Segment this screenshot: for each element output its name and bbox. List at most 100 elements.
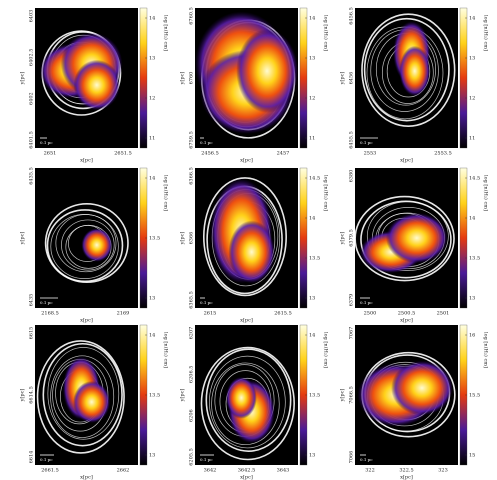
colorbar-tick-label: 13 xyxy=(469,56,475,62)
colorbar-tick-label: 11 xyxy=(469,136,475,142)
colorbar-label: log [n(H₂) cm] xyxy=(163,175,170,211)
panel: 0.1 pc 14.5 14 13.5 13 log [n(H₂) cm] 6366.5 63… xyxy=(180,167,330,323)
contour xyxy=(42,342,123,447)
y-axis-label: y[pc] xyxy=(20,232,26,246)
colorbar-tick-label: 14.5 xyxy=(309,176,320,182)
colorbar-label: log [n(H₂) cm] xyxy=(163,332,170,368)
x-axis-label: x[pc] xyxy=(400,158,413,164)
panel: 0.1 pc 14 13.5 13 log [n(H₂) cm] 6207 6206.5 62… xyxy=(180,324,330,480)
x-axis-label: x[pc] xyxy=(80,475,93,480)
y-tick-label: 6614 xyxy=(29,451,35,464)
hot-region xyxy=(73,59,120,111)
hot-region xyxy=(391,360,453,416)
contour xyxy=(354,195,455,282)
y-axis-label: y[pc] xyxy=(20,389,26,403)
y-tick-label: 6456 xyxy=(349,72,355,85)
colorbar-label: log [n(H₂) cm] xyxy=(483,175,490,211)
x-tick-label: 323 xyxy=(438,468,448,474)
contour xyxy=(208,355,286,449)
contour xyxy=(46,209,124,283)
y-tick-label: 6455.5 xyxy=(349,131,355,149)
colorbar-label: log [n(H₂) cm] xyxy=(483,15,490,51)
colorbar-label: log [n(H₂) cm] xyxy=(323,332,330,368)
colorbar-tick-label: 11 xyxy=(309,136,315,142)
x-tick-label: 2651 xyxy=(44,151,57,157)
y-tick-label: 6614.5 xyxy=(29,386,35,404)
y-tick-label: 6365.5 xyxy=(189,291,195,309)
colorbar xyxy=(139,7,148,149)
x-axis-label: x[pc] xyxy=(80,158,93,164)
colorbar-tick-label: 13 xyxy=(149,453,155,459)
y-tick-label: 6456.5 xyxy=(349,7,355,25)
scale-label: 0.1 pc xyxy=(360,300,373,305)
colorbar-tick-label: 14.5 xyxy=(469,176,480,182)
hot-region xyxy=(399,45,431,97)
y-tick-label: 7066 xyxy=(349,451,355,464)
y-tick-label: 6760 xyxy=(189,72,195,85)
colorbar-tick-label: 14 xyxy=(309,16,315,22)
y-tick-label: 6206.5 xyxy=(189,366,195,384)
y-tick-label: 6403 xyxy=(29,10,35,23)
x-tick-label: 3642.5 xyxy=(238,468,256,474)
colorbar-tick-label: 13 xyxy=(149,56,155,62)
x-tick-label: 2500 xyxy=(364,311,377,317)
hot-region xyxy=(81,228,113,262)
colorbar-tick-label: 14 xyxy=(309,216,315,222)
x-axis-label: x[pc] xyxy=(240,475,253,480)
y-tick-label: 6759.5 xyxy=(189,131,195,149)
x-tick-label: 2615.5 xyxy=(274,311,292,317)
x-tick-label: 2500.5 xyxy=(398,311,416,317)
y-tick-label: 6366.5 xyxy=(189,167,195,185)
colorbar-tick-label: 15 xyxy=(469,453,475,459)
y-tick-label: 6379 xyxy=(349,294,355,307)
scale-label: 0.1 pc xyxy=(360,457,373,462)
x-tick-label: 3643 xyxy=(277,468,290,474)
y-tick-label: 6402.5 xyxy=(29,49,35,66)
contour xyxy=(44,203,129,284)
colorbar-tick-label: 14 xyxy=(149,176,155,182)
x-tick-label: 2651.5 xyxy=(114,151,132,157)
contour xyxy=(360,200,452,279)
scale-label: 0.1 pc xyxy=(360,140,373,145)
hot-region xyxy=(385,212,448,264)
contour xyxy=(205,348,292,452)
y-tick-label: 6401.5 xyxy=(29,131,35,149)
colorbar-tick-label: 14 xyxy=(309,333,315,339)
hot-region xyxy=(236,29,298,113)
x-tick-label: 2169 xyxy=(117,311,130,317)
scale-label: 0.1 pc xyxy=(40,300,53,305)
colorbar-tick-label: 13.5 xyxy=(309,393,320,399)
colorbar-label: log [n(H₂) cm] xyxy=(483,332,490,368)
scale-label: 0.1 pc xyxy=(200,140,213,145)
scale-label: 0.1 pc xyxy=(40,140,53,145)
y-axis-label: y[pc] xyxy=(180,232,186,246)
x-axis-label: x[pc] xyxy=(240,318,253,324)
colorbar-tick-label: 11 xyxy=(149,136,155,142)
y-tick-label: 7067 xyxy=(349,327,355,340)
x-tick-label: 2168.5 xyxy=(41,311,59,317)
panel: 0.1 pc 14.5 14 13.5 13 log [n(H₂) cm] 6380 6379… xyxy=(340,167,490,324)
hot-region xyxy=(225,376,257,419)
colorbar-tick-label: 16 xyxy=(469,333,475,339)
colorbar-tick-label: 13 xyxy=(149,296,155,302)
scale-label: 0.1 pc xyxy=(40,457,53,462)
colorbar xyxy=(459,167,468,309)
y-axis-label: y[pc] xyxy=(340,72,346,86)
x-tick-label: 2456.5 xyxy=(201,151,219,157)
contour xyxy=(36,340,125,454)
contour xyxy=(366,201,449,271)
y-axis-label: y[pc] xyxy=(20,72,26,86)
contour xyxy=(55,214,117,273)
x-axis-label: x[pc] xyxy=(400,318,413,324)
y-axis-label: y[pc] xyxy=(180,72,186,86)
y-tick-label: 6379.5 xyxy=(349,229,355,247)
x-tick-label: 2501 xyxy=(437,311,450,317)
contour xyxy=(200,346,295,461)
contour xyxy=(202,177,287,297)
x-axis-label: x[pc] xyxy=(80,318,93,324)
panel: 0.1 pc 16 15.5 15 log [n(H₂) cm] 7067 7066.5 70… xyxy=(340,324,490,480)
contour xyxy=(47,347,120,440)
panel: 0.1 pc 14 13 12 11 log [n(H₂) cm] 6760.5 6760 67… xyxy=(180,7,330,163)
x-tick-label: 2662 xyxy=(117,468,130,474)
y-tick-label: 6402 xyxy=(29,92,35,105)
